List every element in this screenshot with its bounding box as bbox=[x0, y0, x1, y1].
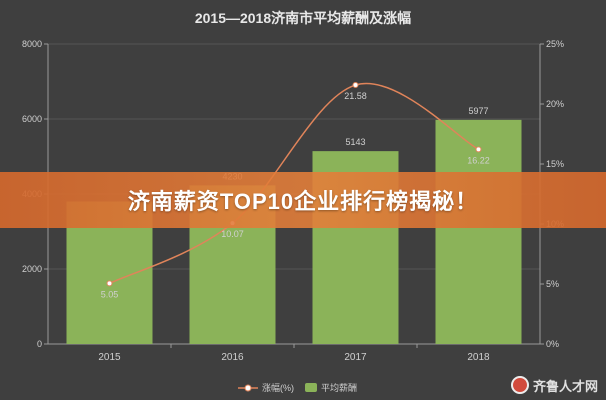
line-series bbox=[109, 82, 479, 285]
x-tick-label: 2015 bbox=[98, 352, 121, 363]
bar bbox=[435, 119, 522, 344]
line-point bbox=[475, 146, 482, 153]
watermark: 齐鲁人才网 bbox=[510, 374, 598, 396]
chart-title: 2015—2018济南市平均薪酬及涨幅 bbox=[194, 10, 412, 26]
y-right-tick-label: 0% bbox=[546, 339, 559, 349]
legend-line-marker bbox=[244, 384, 252, 392]
line-value-label: 5.05 bbox=[101, 289, 119, 299]
y-right-tick-label: 15% bbox=[546, 159, 564, 169]
y-right-tick-label: 25% bbox=[546, 39, 564, 49]
x-tick-label: 2018 bbox=[467, 352, 490, 363]
legend-label: 涨幅(%) bbox=[262, 382, 294, 393]
watermark-text: 齐鲁人才网 bbox=[532, 378, 598, 394]
logo-icon bbox=[510, 376, 529, 394]
bar-value-label: 5143 bbox=[345, 137, 365, 147]
legend-label: 平均薪酬 bbox=[321, 382, 357, 393]
promo-banner[interactable]: 济南薪资TOP10企业排行榜揭秘！ bbox=[0, 172, 606, 228]
y-left-tick-label: 0 bbox=[37, 339, 42, 349]
y-right-tick-label: 5% bbox=[546, 279, 559, 289]
line-value-label: 10.07 bbox=[221, 229, 244, 239]
line-point bbox=[106, 280, 113, 287]
bar-value-label: 5977 bbox=[468, 106, 488, 116]
x-tick-label: 2017 bbox=[344, 352, 367, 363]
line-value-label: 21.58 bbox=[344, 91, 367, 101]
legend-bar-swatch bbox=[305, 383, 317, 392]
banner-text: 济南薪资TOP10企业排行榜揭秘！ bbox=[127, 189, 479, 214]
x-tick-label: 2016 bbox=[221, 352, 244, 363]
y-left-tick-label: 6000 bbox=[22, 114, 42, 124]
y-left-tick-label: 2000 bbox=[22, 264, 42, 274]
y-right-tick-label: 20% bbox=[546, 99, 564, 109]
y-left-tick-label: 8000 bbox=[22, 39, 42, 49]
line-point bbox=[352, 82, 359, 89]
line-value-label: 16.22 bbox=[467, 155, 490, 165]
